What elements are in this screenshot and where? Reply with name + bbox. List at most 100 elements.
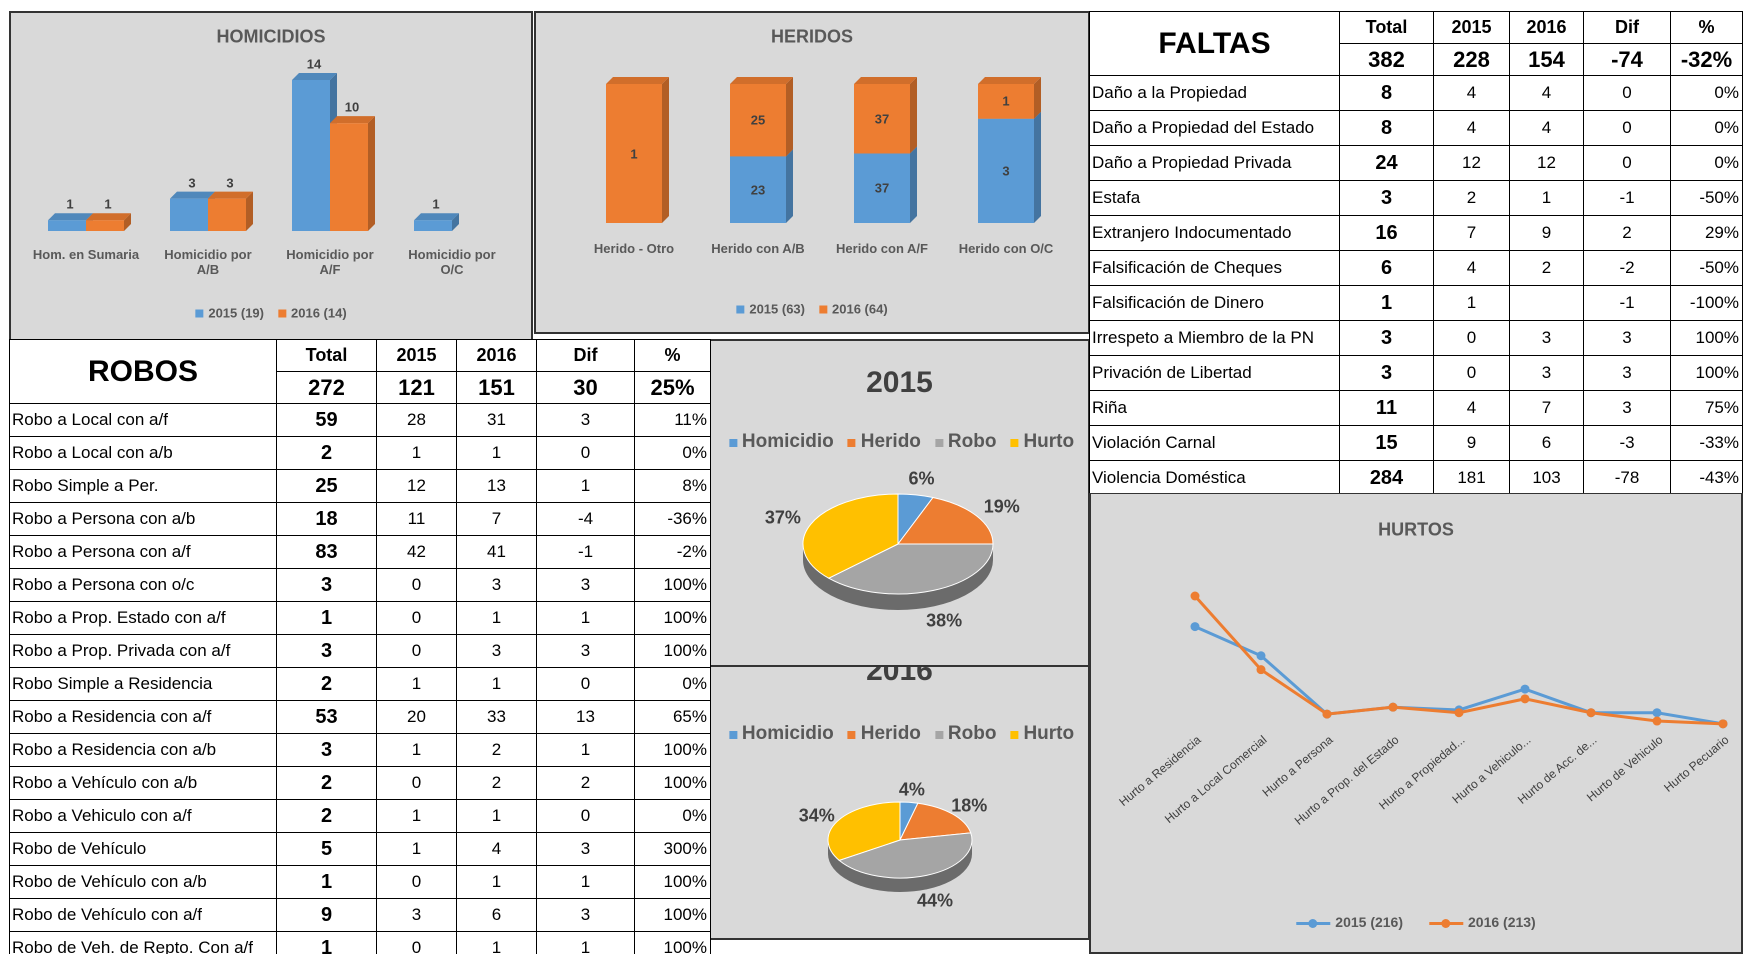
legend-label: 2016 (14) [291, 305, 347, 321]
chart [48, 73, 459, 231]
cell: 4 [1433, 250, 1510, 286]
chart [606, 77, 1041, 223]
cell: 3 [1509, 355, 1584, 391]
cell: 3 [276, 733, 377, 767]
cell: 3 [1583, 355, 1671, 391]
cell: 53 [276, 700, 377, 734]
cell: 11 [1339, 390, 1434, 426]
cell: 59 [276, 403, 377, 437]
cell: 9 [1509, 215, 1584, 251]
column-header: Total [1339, 11, 1434, 44]
cell: 0 [1433, 355, 1510, 391]
cell: 2 [1583, 215, 1671, 251]
legend-label: Hurto [1023, 431, 1075, 452]
bar-side [1034, 77, 1041, 119]
cell: 1 [456, 931, 537, 954]
cell: 100% [1670, 320, 1743, 356]
row-label: Robo de Vehículo con a/b [9, 865, 277, 899]
bar-top [292, 73, 337, 80]
cell: 3 [1339, 355, 1434, 391]
point [1520, 694, 1530, 704]
cell: 0 [376, 931, 457, 954]
homicidios-panel: HOMICIDIOS Hom. en Sumaria 1 1 Homicidio por… [9, 11, 533, 341]
legend-swatch [847, 731, 856, 739]
total-cell: 121 [376, 371, 457, 404]
row-label: Daño a la Propiedad [1089, 75, 1340, 111]
cell: 1 [456, 601, 537, 635]
row-label: Robo Simple a Per. [9, 469, 277, 503]
cell: 15 [1339, 425, 1434, 461]
cell: 3 [536, 568, 635, 602]
legend-item: Herido [847, 431, 921, 453]
row-label: Falsificación de Dinero [1089, 285, 1340, 321]
cell: 12 [1433, 145, 1510, 181]
cell: 33 [456, 700, 537, 734]
legend-item: Homicidio [728, 723, 834, 745]
data-label: 19% [983, 496, 1020, 517]
cell: 11% [634, 403, 711, 437]
row-label: Robo a Local con a/b [9, 436, 277, 470]
row-label: Robo de Vehículo con a/f [9, 898, 277, 932]
bar [48, 220, 86, 231]
bar-top [208, 191, 253, 199]
column-header: % [1670, 11, 1743, 44]
cell: 3 [456, 634, 537, 668]
pie-slice [896, 496, 994, 545]
table: ROBOS Total 2015 2016 Dif% 272 121 151 30 25% Robo… [9, 339, 711, 954]
cell: 0 [1433, 320, 1510, 356]
data-label: 1 [1002, 93, 1010, 109]
legend-label: Homicidio [741, 723, 834, 744]
row-label: Robo a Prop. Privada con a/f [9, 634, 277, 668]
column-header: Dif [536, 339, 635, 372]
x-tick-label: Herido con A/B [711, 241, 805, 256]
cell: 1 [1509, 180, 1584, 216]
cell: 7 [1433, 215, 1510, 251]
cell: 2 [536, 766, 635, 800]
cell: 8% [634, 469, 711, 503]
legend-dot [1441, 918, 1450, 928]
point [1388, 702, 1398, 712]
point [1652, 708, 1662, 718]
cell: 3 [1509, 320, 1584, 356]
cell: 100% [634, 898, 711, 932]
cell: -33% [1670, 425, 1743, 461]
cell: 1 [1339, 285, 1434, 321]
cell: 13 [456, 469, 537, 503]
cell: 3 [276, 634, 377, 668]
heridos-panel: HERIDOS Herido - Otro 1 Herido con A/B 23 25 H… [534, 11, 1090, 334]
cell: 16 [1339, 215, 1434, 251]
cell: 3 [536, 403, 635, 437]
pie-slice [827, 543, 994, 595]
legend-item: Homicidio [728, 431, 834, 453]
point [1256, 665, 1266, 675]
legend-item: 2015 (63) [736, 302, 805, 317]
cell: 1 [376, 733, 457, 767]
cell: 100% [634, 568, 711, 602]
row-label: Robo a Vehículo con a/b [9, 766, 277, 800]
pie-2015-panel: 2015 Homicidio Herido Robo Hurto 6% 19% 38% 37% [709, 339, 1090, 667]
bar-side [910, 77, 917, 154]
cell: 2 [276, 766, 377, 800]
table: FALTAS Total 2015 2016 Dif% 382 228 154 -74 -32% D… [1089, 11, 1743, 493]
cell: 2 [276, 436, 377, 470]
legend-swatch [195, 309, 204, 318]
cell: 1 [376, 799, 457, 833]
x-tick-label: Herido - Otro [593, 241, 675, 256]
cell: 29% [1670, 215, 1743, 251]
bar [414, 220, 452, 231]
cell: 7 [456, 502, 537, 536]
row-label: Robo Simple a Residencia [9, 667, 277, 701]
row-label: Robo a Persona con a/f [9, 535, 277, 569]
table-title: ROBOS [9, 339, 277, 404]
row-label: Violencia Doméstica [1089, 460, 1340, 493]
bar-side [368, 116, 375, 231]
bar [606, 84, 662, 223]
bar [170, 198, 208, 231]
legend-swatch [736, 305, 745, 314]
row-label: Robo a Prop. Estado con a/f [9, 601, 277, 635]
cell: 20 [376, 700, 457, 734]
cell: 100% [1670, 355, 1743, 391]
bar-top [606, 77, 669, 84]
chart-title: HOMICIDIOS [216, 26, 326, 47]
data-label: 1 [104, 196, 112, 212]
